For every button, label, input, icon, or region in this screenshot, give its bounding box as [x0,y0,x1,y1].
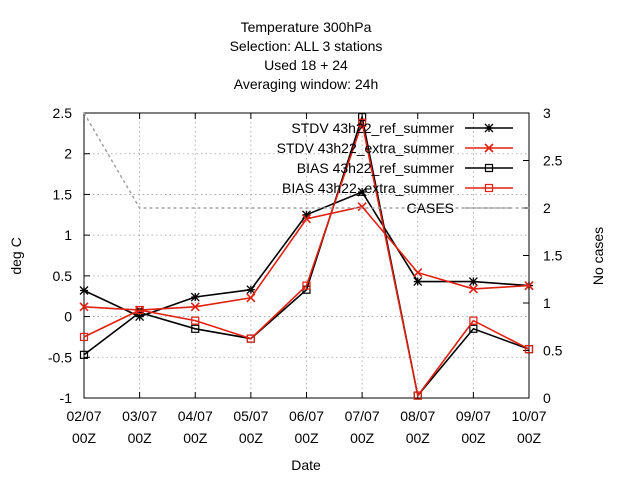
y2-axis-label: No cases [590,227,606,285]
legend-label: BIAS 43h22_extra_summer [282,180,454,196]
x-axis-ticks: 02/07 00Z 03/07 00Z 04/07 00Z 05/07 00Z 06/07 00Z… [66,113,547,446]
x-tick-label: 08/07 00Z [400,408,435,446]
y2-tick-label: 2.5 [543,153,563,169]
x-tick-label: 10/07 00Z [511,408,546,446]
data-point [484,183,494,193]
y2-tick-label: 0 [543,390,551,406]
y2-tick-label: 3 [543,105,551,121]
data-point [246,285,256,295]
y-tick-label: 1.5 [53,186,73,202]
data-point [413,268,423,278]
chart-legend: STDV 43h22_ref_summer STDV 43h22_extra_su… [277,120,513,216]
data-point [524,345,534,354]
legend-label: STDV 43h22_ref_summer [291,120,454,136]
data-point [191,324,200,333]
x-tick-label: 05/07 00Z [233,408,268,446]
data-point [413,277,423,287]
data-point [301,214,312,224]
data-point [79,350,89,359]
x-tick-label: 09/07 00Z [456,408,491,446]
title-line: Used 18 + 24 [264,57,348,73]
series-line [83,112,529,209]
data-point [484,163,494,173]
y2-axis-ticks: 0 0.5 1 1.5 2 2.5 3 [523,105,563,406]
legend-label: STDV 43h22_extra_summer [277,140,455,156]
data-point [246,334,255,343]
y-tick-label: 0.5 [53,268,73,284]
data-point [190,302,200,312]
y2-tick-label: 1 [543,295,551,311]
data-point [191,316,200,325]
x-tick-label: 04/07 00Z [178,408,213,446]
y-tick-label: 2 [64,146,72,162]
chart-title: Temperature 300hPa Selection: ALL 3 stati… [230,19,383,92]
y2-tick-label: 1.5 [543,248,563,264]
data-point [484,123,494,133]
y-tick-label: 1 [64,227,72,243]
data-point [79,332,89,342]
chart-series [79,112,534,400]
data-point [357,187,367,197]
series-1 [79,202,534,315]
y-tick-label: 0 [64,309,72,325]
y-tick-label: -1 [60,390,73,406]
x-tick-label: 03/07 00Z [122,408,157,446]
data-point [246,293,256,303]
data-point [302,210,311,220]
x-tick-label: 06/07 00Z [289,408,324,446]
data-point [190,292,200,302]
y2-tick-label: 0.5 [543,343,563,359]
data-point [484,143,494,153]
title-line: Selection: ALL 3 stations [230,38,383,54]
title-line: Averaging window: 24h [234,76,379,92]
y-tick-label: 2.5 [53,105,73,121]
x-tick-label: 07/07 00Z [345,408,380,446]
data-point [79,286,89,295]
y-tick-label: -0.5 [48,349,72,365]
y-axis-ticks: -1 -0.5 0 0.5 1 1.5 2 2.5 [48,105,90,406]
title-line: Temperature 300hPa [241,19,372,35]
series-4 [83,112,529,209]
data-point [357,202,367,212]
data-point [358,118,367,127]
data-point [135,305,144,315]
legend-label: CASES [407,200,454,216]
data-point [468,277,478,287]
series-3 [79,118,534,400]
x-axis-label: Date [291,457,321,473]
data-point [468,284,478,294]
y2-tick-label: 2 [543,200,551,216]
data-point [469,324,478,333]
y-axis-label: deg C [8,237,24,274]
data-point [79,302,89,312]
data-point [524,281,534,291]
legend-label: BIAS 43h22_ref_summer [297,160,455,176]
x-tick-label: 02/07 00Z [66,408,101,446]
series-line [83,119,530,398]
data-point [413,391,422,400]
data-point [302,281,311,290]
data-point [469,316,478,325]
